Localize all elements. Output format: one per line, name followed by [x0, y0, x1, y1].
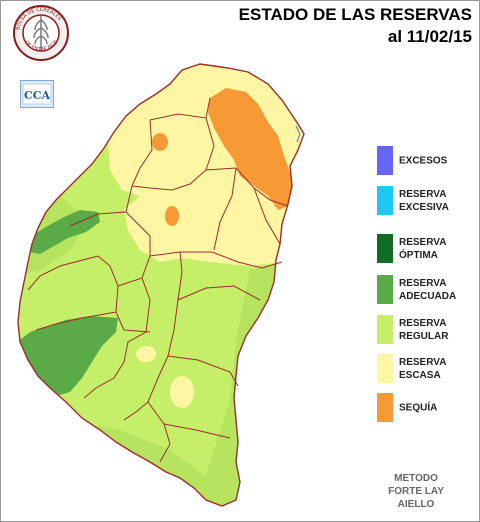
- legend-item-reserva-adecuada: RESERVA ADECUADA: [377, 275, 477, 305]
- title-line-1: ESTADO DE LAS RESERVAS: [238, 5, 472, 24]
- method-caption: METODO FORTE LAY AIELLO: [375, 472, 457, 511]
- region-escasa-south-blob: [170, 376, 194, 408]
- map-title: ESTADO DE LAS RESERVAS al 11/02/15: [239, 4, 472, 48]
- legend-swatch-sequia: [377, 393, 393, 422]
- legend-swatch-reserva-adecuada: [377, 275, 393, 304]
- method-line-3: AIELLO: [397, 499, 435, 510]
- legend-swatch-excesos: [377, 146, 393, 175]
- province-outline: [17, 63, 305, 507]
- cca-logo: CCA: [20, 80, 54, 108]
- river-detail: [295, 125, 301, 143]
- title-line-2: al 11/02/15: [387, 27, 472, 46]
- region-adecuada-southwest: [20, 316, 118, 396]
- legend-item-reserva-regular: RESERVA REGULAR: [377, 315, 477, 345]
- legend-label: EXCESIVA: [399, 202, 449, 213]
- legend-label: ADECUADA: [399, 291, 457, 302]
- method-line-2: FORTE LAY: [388, 486, 444, 497]
- method-line-1: METODO: [394, 473, 438, 484]
- legend-label: RESERVA: [399, 189, 447, 200]
- legend-swatch-reserva-excesiva: [377, 186, 393, 215]
- legend-item-sequia: SEQUÍA: [377, 393, 477, 423]
- legend-swatch-reserva-escasa: [377, 354, 393, 383]
- legend-label: ESCASA: [399, 370, 441, 381]
- legend-label: RESERVA: [399, 237, 447, 248]
- legend-label: RESERVA: [399, 278, 447, 289]
- legend-label: REGULAR: [399, 331, 449, 342]
- region-sequia-central-blob: [165, 206, 179, 226]
- bolsa-de-cereales-seal-logo: BOLSA DE CEREALES DE ENTRE RIOS: [13, 5, 69, 61]
- legend-label: RESERVA: [399, 318, 447, 329]
- region-escasa-central-blob: [136, 346, 156, 362]
- legend-item-reserva-optima: RESERVA ÓPTIMA: [377, 234, 477, 264]
- legend-label: ÓPTIMA: [399, 250, 438, 261]
- legend-item-excesos: EXCESOS: [377, 146, 477, 176]
- legend-swatch-reserva-regular: [377, 315, 393, 344]
- legend-item-reserva-escasa: RESERVA ESCASA: [377, 354, 477, 384]
- legend-swatch-reserva-optima: [377, 234, 393, 263]
- legend-item-reserva-excesiva: RESERVA EXCESIVA: [377, 186, 477, 216]
- legend-label: RESERVA: [399, 357, 447, 368]
- region-sequia-east: [208, 88, 292, 210]
- svg-text:CCA: CCA: [24, 89, 51, 102]
- department-borders: [27, 97, 289, 463]
- legend-label: EXCESOS: [399, 155, 448, 167]
- region-sequia-north-blob: [152, 133, 168, 151]
- legend-label: SEQUÍA: [399, 402, 438, 414]
